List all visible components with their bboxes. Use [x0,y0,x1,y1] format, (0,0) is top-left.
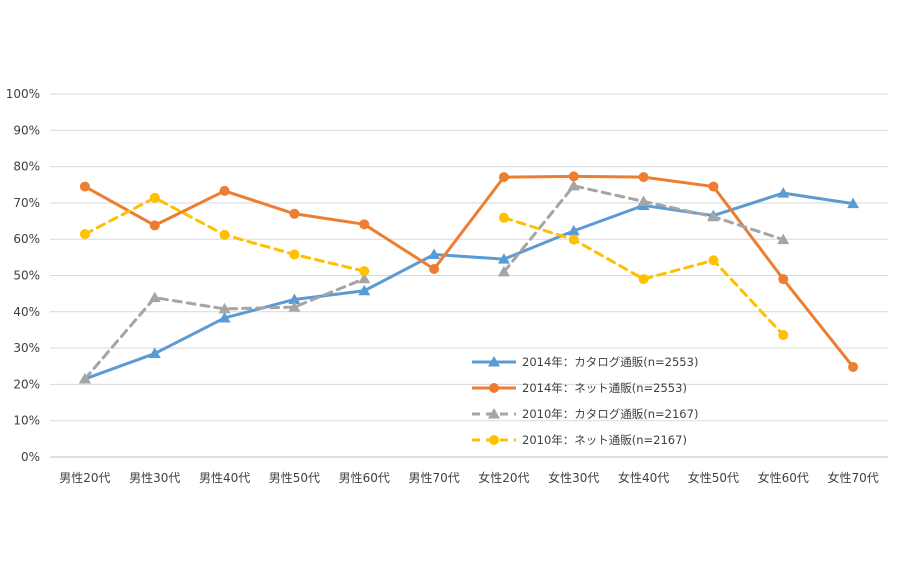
series-line [83,191,855,381]
series-2 [79,171,859,372]
y-tick-label: 0% [21,450,40,464]
data-point [289,249,300,260]
data-point [218,311,231,323]
data-point [288,293,301,304]
y-tick-label: 100% [6,87,40,101]
legend: 2014年：カタログ通販(n=2553) 2014年：ネット通販(n=2553) 2… [472,355,698,447]
y-tick-label: 90% [13,123,40,137]
x-tick-label: 男性20代 [59,471,110,485]
y-tick-label: 60% [13,232,40,246]
x-tick-label: 女性40代 [618,470,669,485]
data-point [489,435,499,445]
data-point [778,274,789,285]
data-point [358,284,371,296]
data-point [149,192,160,203]
series-line [83,174,855,369]
legend-item-4: 2010年：ネット通販(n=2167) [472,433,687,447]
data-point [489,383,499,393]
x-tick-label: 男性30代 [129,471,180,485]
series-4 [79,192,789,341]
y-tick-label: 40% [13,305,40,319]
x-tick-label: 男性50代 [269,471,320,485]
data-point [428,248,441,259]
data-point [78,372,91,384]
x-tick-label: 女性20代 [478,470,529,485]
series-line [83,277,366,381]
x-tick-label: 男性70代 [408,471,459,485]
gridlines [50,93,888,458]
data-point [359,219,370,230]
data-point [568,171,579,182]
x-tick-label: 女性60代 [758,470,809,485]
y-tick-label: 80% [13,160,40,174]
x-tick-label: 女性30代 [548,470,599,485]
data-point [848,361,859,372]
legend-label: 2014年：ネット通販(n=2553) [522,381,687,395]
data-point [498,212,509,223]
data-point [148,347,161,359]
x-tick-label: 女性70代 [827,470,878,485]
data-point [79,229,90,240]
data-point [219,229,230,240]
y-tick-label: 50% [13,269,40,283]
x-tick-label: 女性50代 [688,470,739,485]
x-axis-labels: 男性20代 男性30代 男性40代 男性50代 男性60代 男性70代 女性20代 女性30代… [59,470,878,485]
x-tick-label: 男性60代 [339,471,390,485]
data-point [708,255,719,266]
data-point [149,220,160,231]
data-point [288,301,301,312]
data-point [497,265,510,277]
data-point [567,179,580,191]
data-point [488,408,500,419]
data-point [638,172,649,183]
legend-label: 2010年：カタログ通販(n=2167) [522,407,698,421]
data-point [707,210,720,222]
legend-item-1: 2014年：カタログ通販(n=2553) [472,355,698,369]
data-point [289,208,300,219]
data-point [567,224,580,236]
data-point [498,172,509,183]
data-point [778,330,789,341]
y-axis-labels: 0% 10% 20% 30% 40% 50% 60% 70% 80% 90% 100% [6,87,40,464]
data-point [79,181,90,192]
y-tick-label: 30% [13,341,40,355]
data-point [148,291,161,303]
legend-item-2: 2014年：ネット通販(n=2553) [472,381,687,395]
data-point [497,253,510,264]
data-point [638,274,649,285]
data-point [358,272,371,284]
data-point [708,181,719,192]
data-point [568,234,579,245]
legend-label: 2014年：カタログ通販(n=2553) [522,355,698,369]
legend-label: 2010年：ネット通販(n=2167) [522,433,687,447]
data-point [359,266,370,277]
series-3 [78,179,790,384]
data-point [488,356,500,367]
data-point [219,185,230,196]
legend-item-3: 2010年：カタログ通販(n=2167) [472,407,698,421]
data-point [847,197,860,209]
y-tick-label: 70% [13,196,40,210]
data-point [777,233,790,245]
series-1 [78,187,860,384]
data-point [218,302,231,314]
data-point [777,187,790,198]
data-point [637,195,650,206]
y-tick-label: 10% [13,414,40,428]
y-tick-label: 20% [13,377,40,391]
x-tick-label: 男性40代 [199,471,250,485]
data-point [429,263,440,274]
series-lines [78,171,860,384]
